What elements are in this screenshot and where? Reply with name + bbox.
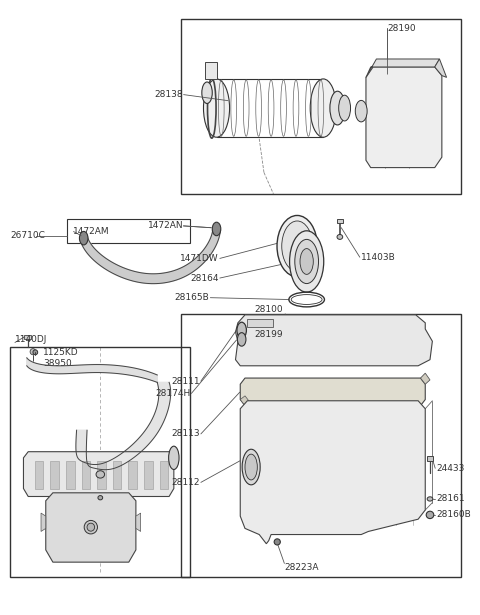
Text: 28199: 28199 — [254, 330, 283, 339]
Text: 28164: 28164 — [191, 274, 219, 282]
Ellipse shape — [87, 523, 95, 531]
Ellipse shape — [289, 231, 324, 292]
Text: 1125KD: 1125KD — [43, 348, 79, 357]
Text: 28100: 28100 — [254, 305, 283, 314]
Polygon shape — [35, 461, 43, 488]
Polygon shape — [97, 461, 106, 488]
Polygon shape — [336, 218, 343, 223]
Polygon shape — [366, 67, 442, 168]
Ellipse shape — [282, 221, 312, 271]
Polygon shape — [420, 373, 430, 384]
Text: 28111: 28111 — [171, 376, 200, 386]
Ellipse shape — [426, 511, 434, 518]
Bar — [181, 314, 461, 577]
Text: 28174H: 28174H — [155, 389, 191, 398]
Polygon shape — [247, 319, 274, 327]
Polygon shape — [240, 378, 425, 406]
Ellipse shape — [355, 100, 367, 122]
Polygon shape — [46, 493, 136, 562]
Ellipse shape — [237, 322, 246, 338]
Ellipse shape — [310, 79, 336, 137]
Text: 28223A: 28223A — [284, 563, 319, 571]
Text: 1471DW: 1471DW — [180, 254, 219, 263]
Ellipse shape — [337, 234, 343, 239]
Ellipse shape — [339, 95, 350, 121]
Text: 26710C: 26710C — [10, 231, 45, 240]
Polygon shape — [41, 513, 46, 531]
Ellipse shape — [274, 539, 280, 545]
Polygon shape — [435, 59, 446, 77]
Text: 38950: 38950 — [43, 359, 72, 368]
Ellipse shape — [277, 215, 317, 277]
Ellipse shape — [330, 91, 345, 125]
Bar — [67, 218, 191, 243]
Ellipse shape — [238, 333, 246, 346]
Text: 28160B: 28160B — [436, 510, 471, 520]
Text: 1472AM: 1472AM — [73, 227, 110, 236]
Ellipse shape — [79, 231, 88, 245]
Polygon shape — [236, 315, 432, 366]
Polygon shape — [204, 62, 216, 79]
Ellipse shape — [33, 350, 38, 355]
Polygon shape — [160, 461, 168, 488]
Ellipse shape — [96, 470, 105, 478]
Text: 24433: 24433 — [436, 464, 465, 473]
Ellipse shape — [30, 349, 36, 355]
Polygon shape — [427, 456, 433, 461]
Text: 28138: 28138 — [155, 90, 183, 99]
Polygon shape — [24, 451, 174, 496]
Polygon shape — [27, 358, 157, 383]
Text: 1140DJ: 1140DJ — [15, 335, 48, 344]
Ellipse shape — [98, 496, 103, 500]
Polygon shape — [240, 401, 425, 544]
Polygon shape — [240, 396, 250, 406]
Ellipse shape — [204, 79, 229, 137]
Text: 28190: 28190 — [387, 24, 416, 33]
Ellipse shape — [427, 497, 433, 501]
Polygon shape — [80, 229, 220, 284]
Text: 1472AN: 1472AN — [148, 221, 183, 231]
Ellipse shape — [84, 520, 97, 534]
Text: 28165B: 28165B — [175, 293, 209, 302]
Text: 28113: 28113 — [171, 429, 200, 438]
Polygon shape — [50, 461, 59, 488]
Polygon shape — [82, 461, 90, 488]
Text: 11403B: 11403B — [361, 253, 396, 262]
Polygon shape — [129, 461, 137, 488]
Ellipse shape — [212, 222, 221, 236]
Polygon shape — [66, 461, 74, 488]
Ellipse shape — [242, 449, 260, 485]
Text: 28112: 28112 — [171, 478, 200, 487]
Ellipse shape — [168, 446, 179, 469]
Ellipse shape — [245, 454, 257, 480]
Text: 28161: 28161 — [436, 494, 465, 504]
Polygon shape — [113, 461, 121, 488]
Bar — [181, 19, 461, 194]
Polygon shape — [144, 461, 153, 488]
Bar — [10, 347, 191, 577]
Ellipse shape — [202, 82, 212, 103]
Ellipse shape — [300, 248, 313, 274]
Polygon shape — [24, 335, 31, 339]
Polygon shape — [366, 59, 440, 77]
Polygon shape — [76, 383, 171, 470]
Polygon shape — [136, 513, 141, 531]
Ellipse shape — [295, 239, 319, 284]
